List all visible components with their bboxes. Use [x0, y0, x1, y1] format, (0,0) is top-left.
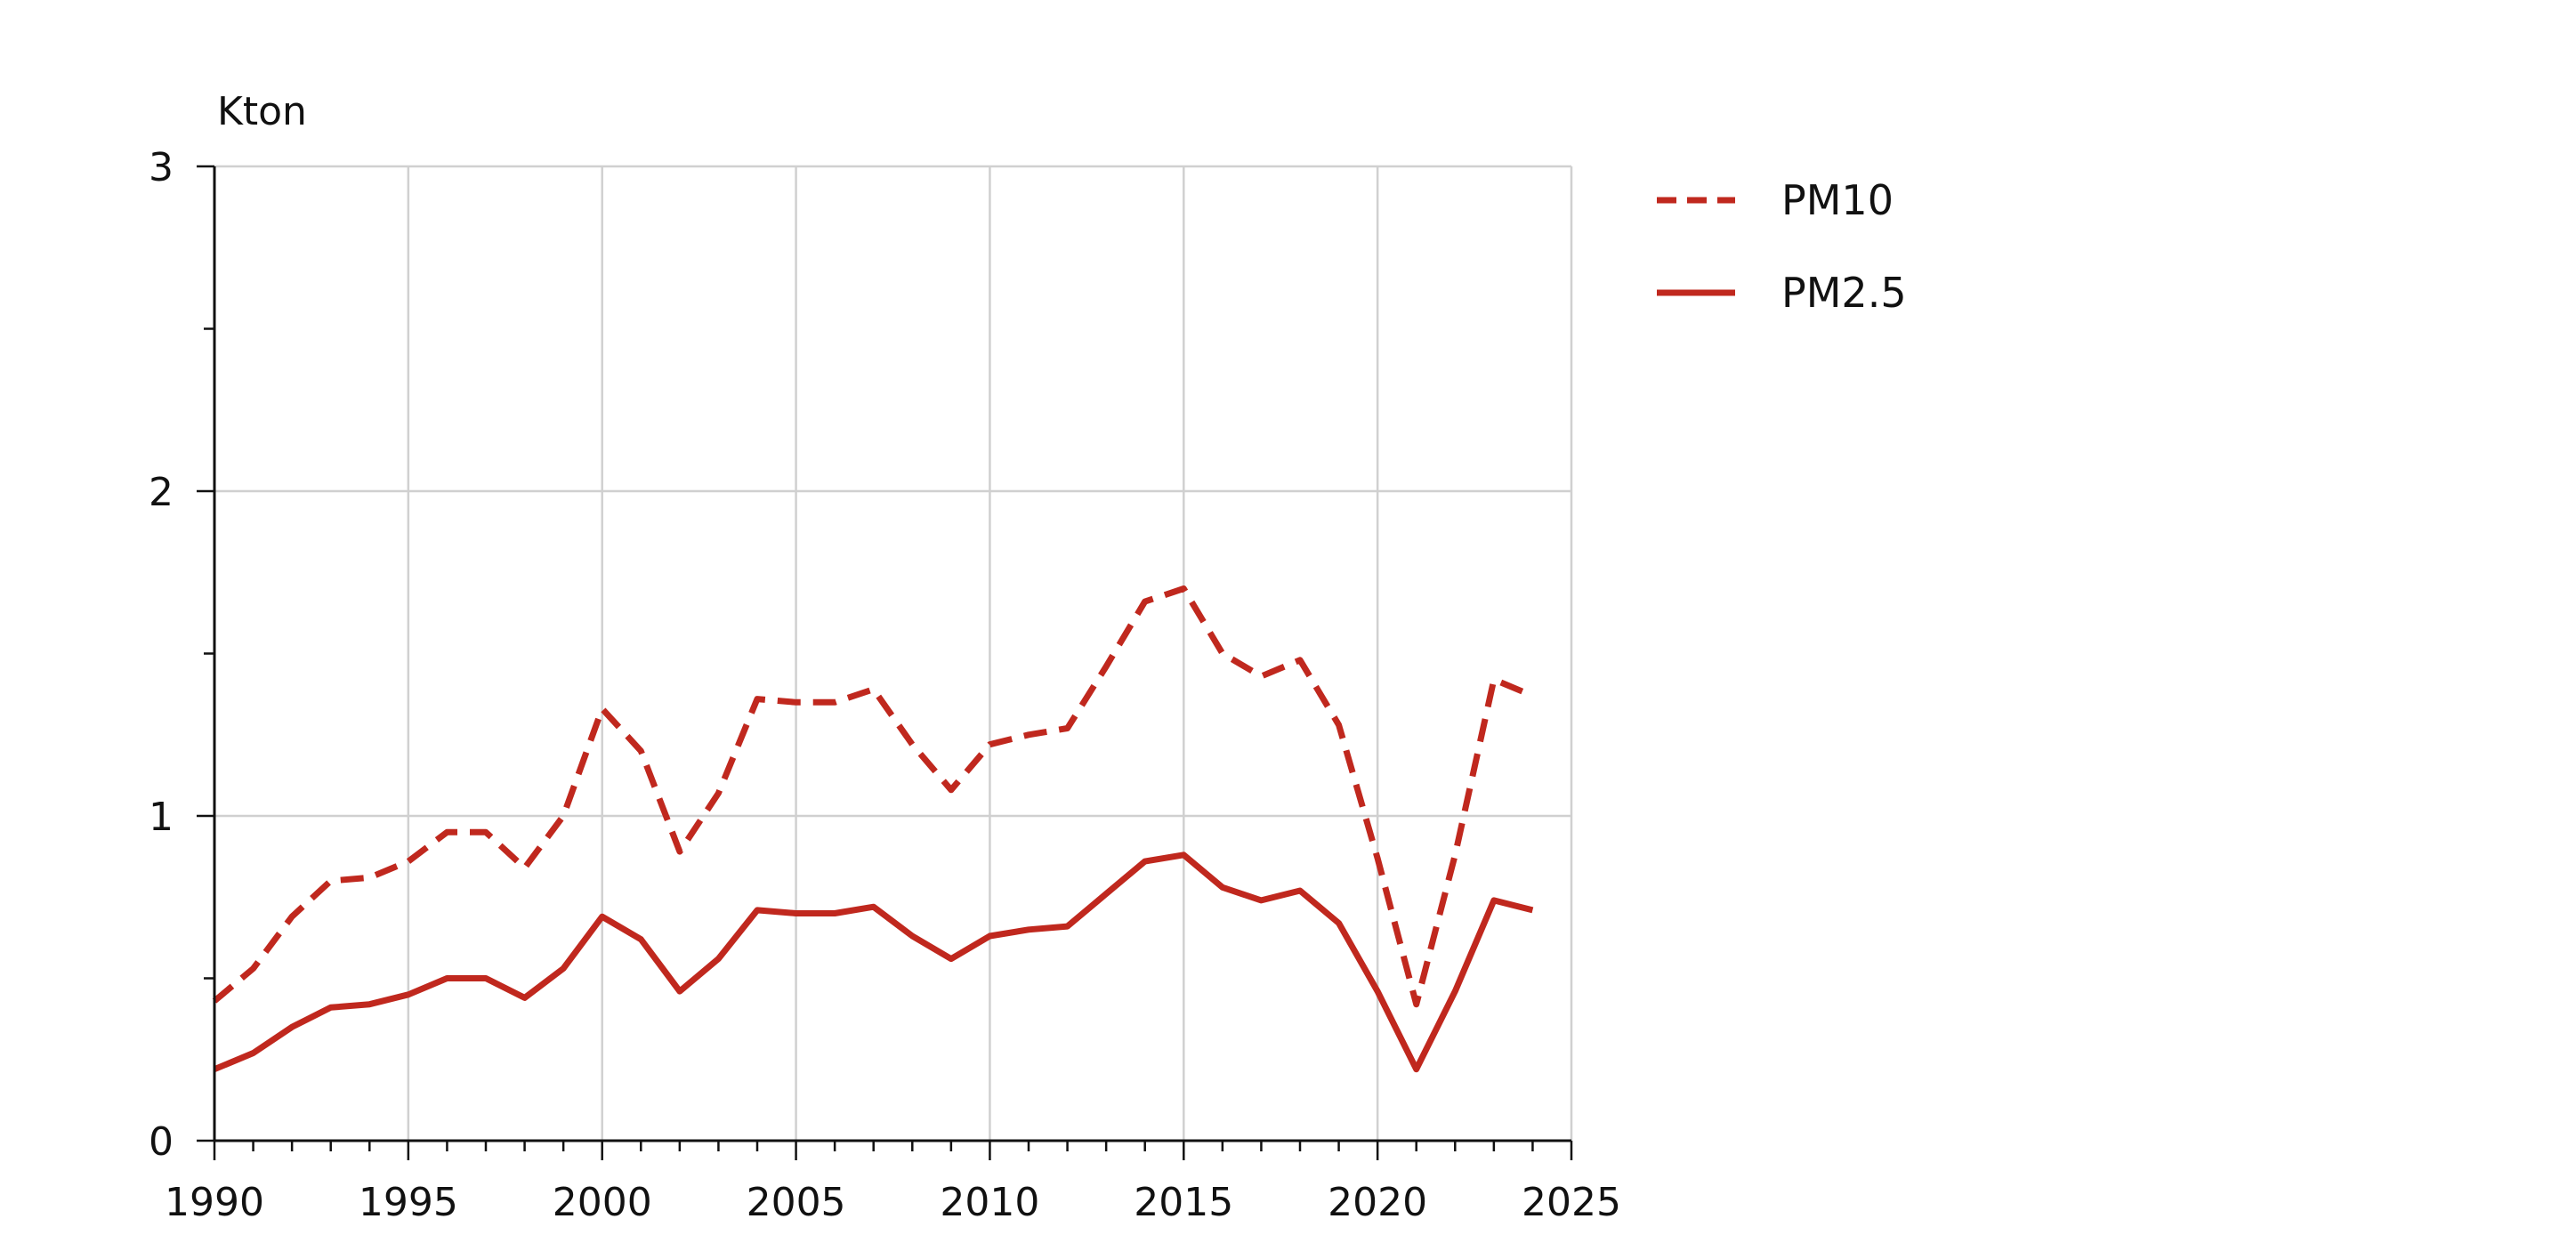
legend-label: PM2.5: [1781, 269, 1907, 317]
x-tick-label: 2010: [940, 1180, 1039, 1225]
x-tick-label: 2020: [1328, 1180, 1427, 1225]
tick-labels: 0 1 2 3 1990 1995 2000 2005 2010 2015 2020 2025: [149, 145, 1621, 1225]
y-axis-unit-label: Kton: [217, 89, 307, 134]
x-tick-label: 1995: [359, 1180, 458, 1225]
series-lines: [212, 585, 1534, 1073]
x-tick-label: 2015: [1134, 1180, 1233, 1225]
legend-label: PM10: [1781, 176, 1894, 224]
x-tick-label: 2025: [1522, 1180, 1621, 1225]
x-tick-label: 1990: [165, 1180, 264, 1225]
y-tick-label: 2: [149, 470, 174, 515]
legend: PM10 PM2.5: [1657, 176, 1907, 317]
y-tick-label: 3: [149, 145, 174, 190]
series-line-pm25: [213, 852, 1534, 1073]
y-tick-label: 0: [149, 1119, 174, 1165]
axes: [213, 166, 1571, 1142]
series-line-pm10: [212, 585, 1534, 1008]
y-tick-label: 1: [149, 795, 174, 840]
x-tick-label: 2000: [553, 1180, 652, 1225]
ticks: [197, 165, 1573, 1160]
grid: [214, 165, 1573, 1141]
x-tick-label: 2005: [747, 1180, 846, 1225]
